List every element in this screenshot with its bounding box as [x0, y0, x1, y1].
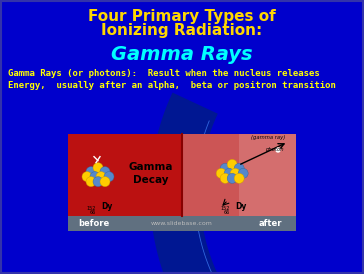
- Circle shape: [234, 173, 244, 183]
- Circle shape: [90, 172, 100, 182]
- Text: Gamma
Decay: Gamma Decay: [129, 162, 174, 185]
- Circle shape: [104, 172, 114, 182]
- Circle shape: [86, 177, 96, 187]
- Text: Energy,  usually after an alpha,  beta or positron transition: Energy, usually after an alpha, beta or …: [8, 81, 336, 90]
- Text: Gamma Rays: Gamma Rays: [111, 44, 253, 64]
- Text: www.slidebase.com: www.slidebase.com: [151, 221, 213, 226]
- Bar: [182, 134, 296, 216]
- Text: 152: 152: [221, 206, 230, 211]
- Text: 152: 152: [87, 206, 96, 211]
- Text: (gamma ray): (gamma ray): [251, 136, 285, 141]
- Polygon shape: [150, 93, 268, 274]
- Bar: [68, 134, 182, 216]
- Circle shape: [93, 163, 103, 173]
- Text: photon: photon: [265, 147, 283, 152]
- Bar: [68, 216, 296, 231]
- Circle shape: [96, 172, 106, 182]
- Circle shape: [216, 168, 226, 178]
- Text: 66: 66: [90, 210, 96, 215]
- Text: before: before: [78, 219, 110, 228]
- Text: Ionizing Radiation:: Ionizing Radiation:: [102, 22, 262, 38]
- Circle shape: [82, 172, 92, 182]
- Text: Dy: Dy: [101, 202, 112, 211]
- Text: 66: 66: [224, 210, 230, 215]
- Text: Gamma Rays (or photons):  Result when the nucleus releases: Gamma Rays (or photons): Result when the…: [8, 70, 320, 78]
- Circle shape: [100, 177, 110, 187]
- Circle shape: [224, 168, 234, 178]
- Text: after: after: [258, 219, 282, 228]
- Circle shape: [100, 167, 110, 177]
- Circle shape: [238, 168, 248, 178]
- Circle shape: [227, 173, 237, 183]
- Circle shape: [230, 168, 240, 178]
- Circle shape: [93, 177, 103, 187]
- Circle shape: [220, 173, 230, 183]
- Text: Dy: Dy: [235, 202, 246, 211]
- Circle shape: [227, 159, 237, 169]
- Circle shape: [220, 163, 230, 173]
- Text: Four Primary Types of: Four Primary Types of: [88, 8, 276, 24]
- Circle shape: [234, 163, 244, 173]
- Bar: [239, 134, 296, 216]
- Circle shape: [276, 148, 280, 152]
- Circle shape: [86, 167, 96, 177]
